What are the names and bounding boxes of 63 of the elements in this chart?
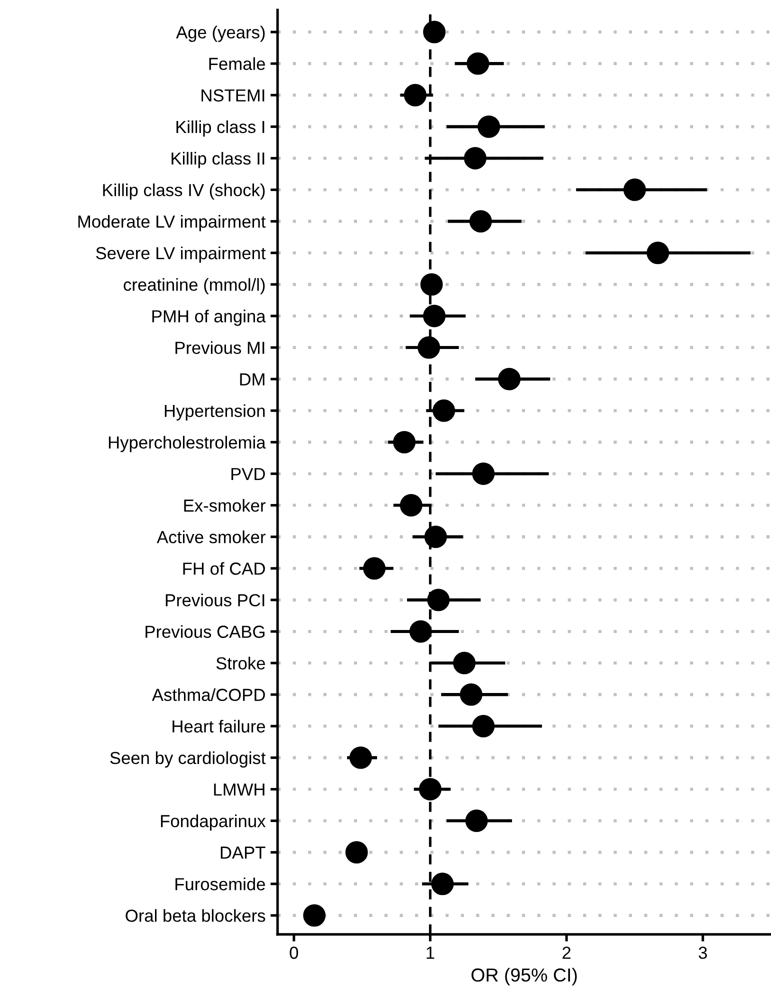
x-tick-label: 3 xyxy=(698,946,707,959)
y-tick-label: creatinine (mmol/l) xyxy=(124,278,265,294)
x-tick-label: 0 xyxy=(290,946,298,959)
point xyxy=(349,746,372,769)
point xyxy=(623,178,646,202)
y-tick-label: Seen by cardiologist xyxy=(110,751,266,768)
point xyxy=(393,430,416,454)
y-tick-label: FH of CAD xyxy=(183,562,265,575)
point xyxy=(303,904,326,927)
y-tick-label: NSTEMI xyxy=(202,89,264,102)
point xyxy=(431,872,454,896)
point xyxy=(404,84,426,106)
y-tick-label: Hypertension xyxy=(164,404,265,421)
point xyxy=(420,273,443,296)
point xyxy=(472,462,495,485)
point xyxy=(423,20,446,44)
y-tick-label: Previous CABG xyxy=(146,625,264,638)
y-tick-label: Stroke xyxy=(216,656,265,670)
y-tick-label: Active smoker xyxy=(156,530,266,544)
point xyxy=(432,399,456,422)
point xyxy=(419,778,442,800)
y-tick-label: Furosemide xyxy=(176,878,265,890)
x-tick-label: 2 xyxy=(562,946,570,959)
point xyxy=(466,52,490,75)
point xyxy=(409,620,432,643)
y-tick-label: Killip class IV (shock) xyxy=(103,183,265,200)
y-tick-label: LMWH xyxy=(214,784,264,796)
point xyxy=(453,652,476,674)
point xyxy=(646,242,670,264)
y-tick-label: Severe LV impairment xyxy=(96,246,266,263)
point xyxy=(400,494,422,517)
point xyxy=(424,526,447,548)
y-tick-label: Previous PCI xyxy=(166,594,264,606)
y-tick-label: PVD xyxy=(231,468,265,480)
y-tick-label: Age (years) xyxy=(176,26,265,42)
point xyxy=(472,714,495,738)
y-tick-label: Heart failure xyxy=(172,720,265,733)
y-tick-label: Hypercholestrolemia xyxy=(108,436,266,452)
point xyxy=(478,115,500,138)
point xyxy=(498,368,521,390)
y-tick-label: DAPT xyxy=(220,846,266,859)
y-tick-label: Previous MI xyxy=(176,341,264,354)
y-tick-label: Female xyxy=(209,57,265,70)
point xyxy=(464,147,486,170)
y-tick-label: Killip class II xyxy=(172,152,264,168)
y-tick-label: PMH of angina xyxy=(152,310,266,326)
x-axis-title: OR (95% CI) xyxy=(472,968,577,986)
point xyxy=(345,841,368,864)
y-tick-label: Ex-smoker xyxy=(184,498,266,512)
point xyxy=(469,210,492,233)
y-tick-label: DM xyxy=(240,373,264,386)
y-tick-label: Asthma/COPD xyxy=(152,688,265,702)
point xyxy=(460,683,482,706)
point xyxy=(418,336,440,359)
y-tick-label: Oral beta blockers xyxy=(126,909,266,922)
x-tick-label: 1 xyxy=(426,946,434,959)
point xyxy=(465,810,488,832)
y-tick-label: Fondaparinux xyxy=(161,814,266,831)
point xyxy=(363,557,386,580)
point xyxy=(427,588,450,612)
y-tick-label: Killip class I xyxy=(176,120,264,137)
y-tick-label: Moderate LV impairment xyxy=(78,215,266,232)
point xyxy=(423,304,446,328)
